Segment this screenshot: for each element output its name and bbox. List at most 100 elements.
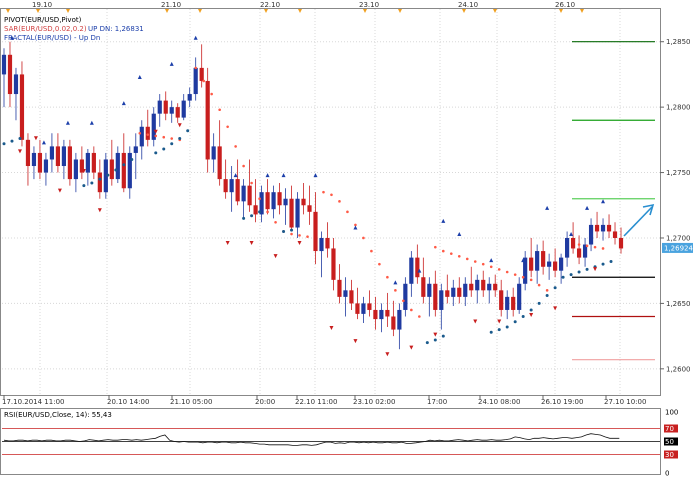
sar-dot-bear (210, 92, 213, 96)
sar-dot-bear (537, 283, 541, 287)
fractal-up (521, 258, 526, 263)
fractal-down (273, 254, 278, 259)
sar-dot-bull (585, 267, 589, 271)
sar-dot-bull (18, 137, 22, 141)
candle-body (612, 231, 618, 238)
candle-body (145, 126, 150, 140)
candle-body (559, 257, 564, 271)
candle-body (235, 179, 240, 202)
sar-dot-bear (146, 133, 150, 136)
candle-body (517, 283, 522, 310)
sar-dot-bull (282, 229, 286, 233)
candle-body (606, 224, 612, 232)
candle-body (67, 146, 72, 180)
candle-body (355, 303, 360, 314)
sar-dot-bear (234, 145, 237, 148)
candle-body (169, 107, 174, 114)
session-marker (6, 9, 10, 13)
sar-dot-bear (545, 289, 549, 292)
fractal-down (249, 240, 254, 245)
top-date-label: 26.10 (555, 1, 575, 9)
y-tick-label: 1,2700 (666, 234, 691, 242)
fractal-up (9, 35, 14, 40)
sar-dot-bull (82, 184, 86, 188)
candle-body (463, 283, 468, 297)
sar-dot-bear (242, 164, 245, 168)
fractal-down (17, 149, 22, 154)
candle-body (576, 248, 582, 258)
rsi-tick-label: 30 (665, 451, 674, 459)
candle-body (193, 67, 198, 95)
main-panel (0, 8, 661, 396)
candle-body (343, 290, 348, 297)
sar-dot-bull (106, 173, 110, 177)
top-date-label: 21.10 (161, 1, 181, 9)
sar-dot-bull (162, 147, 166, 151)
sar-dot-bull (2, 142, 6, 146)
fractal-down (553, 306, 558, 311)
fractal-down (121, 182, 126, 187)
fractal-down (529, 312, 534, 317)
candle-body (277, 192, 282, 206)
candle-body (439, 290, 444, 310)
sar-dot-bear (322, 190, 325, 194)
candle-body (618, 237, 624, 249)
candle-body (19, 74, 25, 140)
legend-sar: SAR(EUR/USD,0.02,0.2) (4, 25, 87, 33)
sar-dot-bear (194, 66, 197, 70)
y-tick-label: 1,2750 (666, 169, 691, 177)
sar-dot-bear (226, 125, 229, 129)
candle-body (253, 205, 258, 215)
y-tick-label: 1,2850 (666, 38, 691, 46)
candle-body (295, 198, 300, 228)
top-date-label: 24.10 (458, 1, 478, 9)
sar-dot-bear (258, 197, 261, 201)
sar-dot-bull (521, 314, 525, 318)
sar-dot-bear (362, 236, 365, 240)
session-marker (462, 9, 466, 13)
fractal-up (601, 199, 606, 204)
candle-body (157, 100, 162, 114)
sar-dot-bear (170, 137, 174, 140)
y-tick-label: 1,2600 (666, 365, 691, 373)
sar-dot-bull (90, 181, 94, 185)
candle-body (283, 198, 288, 206)
candle-body (139, 126, 144, 147)
candle-body (433, 283, 438, 310)
sar-dot-bear (410, 308, 413, 312)
pivot-levels (572, 41, 655, 361)
candle-body (499, 290, 504, 310)
candle-body (588, 224, 594, 245)
x-tick-label: 27.10 10:00 (604, 398, 646, 406)
candle-body (121, 152, 126, 189)
sar-dot-bear (497, 268, 501, 271)
candle-body (241, 185, 246, 202)
top-date-label: 23.10 (359, 1, 379, 9)
candle-body (541, 251, 546, 267)
rsi-tick-label: 50 (665, 438, 674, 446)
candle-body (43, 159, 49, 173)
fractal-up (41, 140, 46, 145)
candle-body (457, 287, 462, 297)
candle-body (415, 257, 420, 278)
sar-dot-bull (609, 260, 613, 264)
fractal-down (297, 240, 302, 245)
sar-dot-bull (186, 129, 190, 133)
fractal-down (497, 319, 502, 324)
session-marker (66, 9, 70, 13)
y-axis-ticks: 1,2850 1,2800 1,2750 1,2700 1,2650 1,2600 (660, 38, 691, 373)
candles (1, 41, 624, 350)
rsi-tick-bg (664, 424, 678, 433)
sar-dot-bear (521, 275, 525, 279)
fractal-down (81, 169, 86, 174)
candle-body (600, 224, 606, 232)
sar-dot-bear (274, 220, 277, 224)
candle-body (445, 290, 450, 297)
sar-dot-bull (553, 286, 557, 290)
sar-dot-bear (457, 255, 461, 258)
candle-body (391, 316, 396, 330)
rsi-tick-bg (664, 408, 678, 416)
candle-body (7, 54, 13, 95)
fractal-up (89, 120, 94, 125)
fractal-up (169, 61, 174, 66)
